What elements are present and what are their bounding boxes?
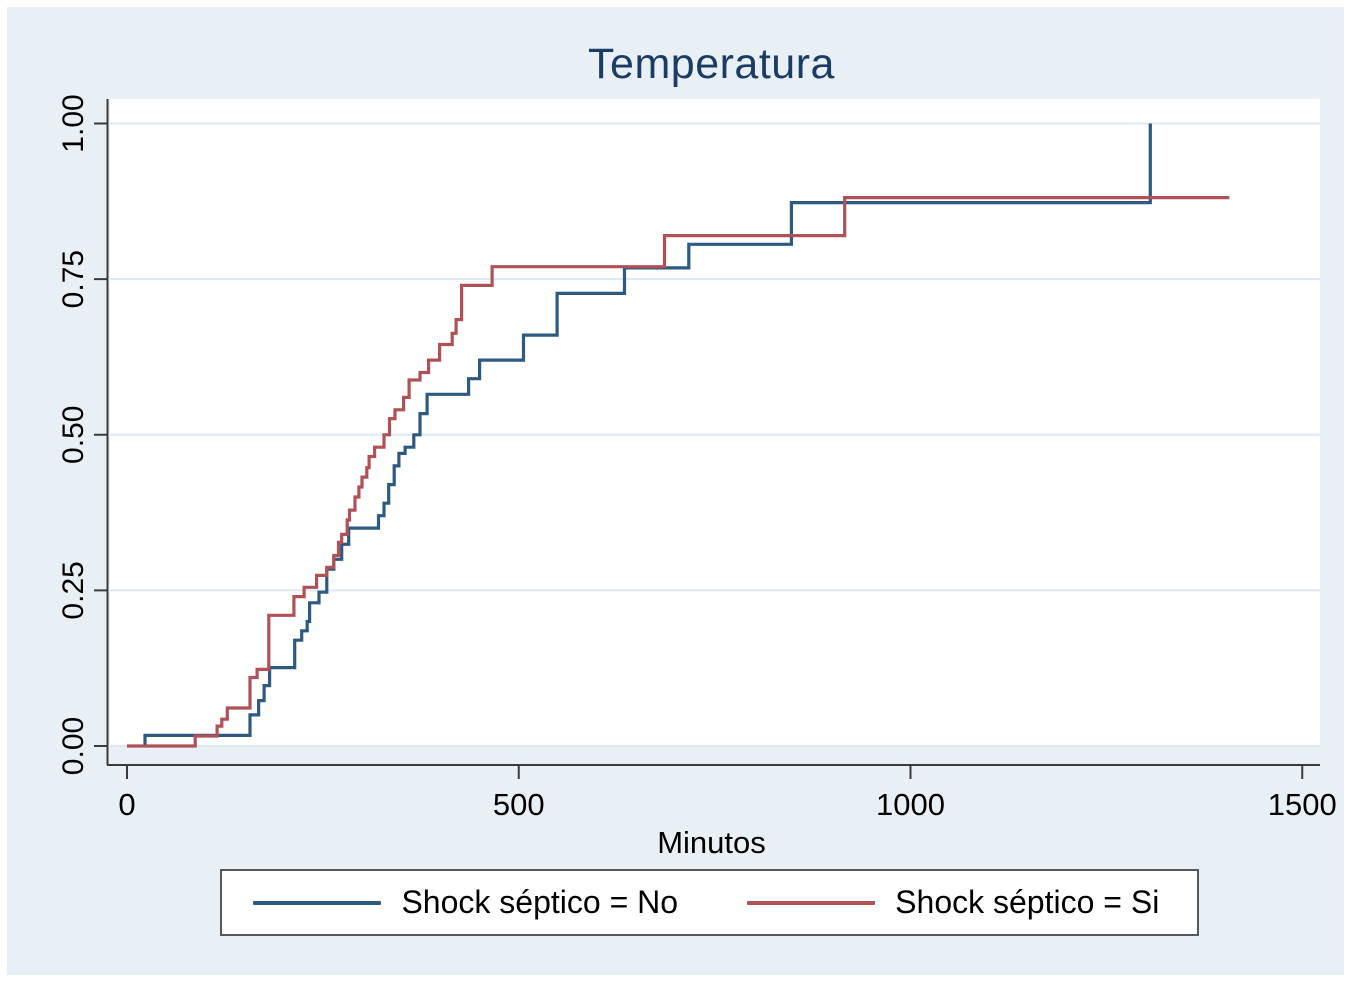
y-tick-label: 0.25 bbox=[57, 561, 90, 619]
series-curve-0 bbox=[143, 123, 1152, 746]
legend-line-sample-si-icon bbox=[747, 900, 876, 905]
x-axis-title: Minutos bbox=[657, 825, 766, 860]
y-tick-label: 0.50 bbox=[57, 406, 90, 464]
x-tick-label: 500 bbox=[493, 787, 545, 822]
x-tick-label: 1000 bbox=[876, 787, 945, 822]
x-tick-label: 0 bbox=[118, 787, 135, 822]
legend: Shock séptico = No Shock séptico = Si bbox=[220, 869, 1199, 936]
series-curve-1 bbox=[127, 196, 1230, 748]
legend-line-sample-no-icon bbox=[253, 900, 382, 905]
y-tick-label: 0.75 bbox=[57, 250, 90, 308]
x-tick-label: 1500 bbox=[1268, 787, 1337, 822]
y-tick-label: 1.00 bbox=[57, 94, 90, 152]
chart-title: Temperatura bbox=[588, 40, 835, 88]
legend-entry-no: Shock séptico = No bbox=[222, 884, 710, 921]
plot-area: 0.00 0.25 0.50 0.75 1.00 0 500 1000 1500 bbox=[57, 94, 1337, 822]
plot-background bbox=[110, 99, 1320, 747]
legend-label-no: Shock séptico = No bbox=[401, 884, 679, 920]
legend-label-si: Shock séptico = Si bbox=[895, 884, 1160, 920]
legend-entry-si: Shock séptico = Si bbox=[710, 884, 1198, 921]
y-tick-label: 0.00 bbox=[57, 717, 90, 775]
